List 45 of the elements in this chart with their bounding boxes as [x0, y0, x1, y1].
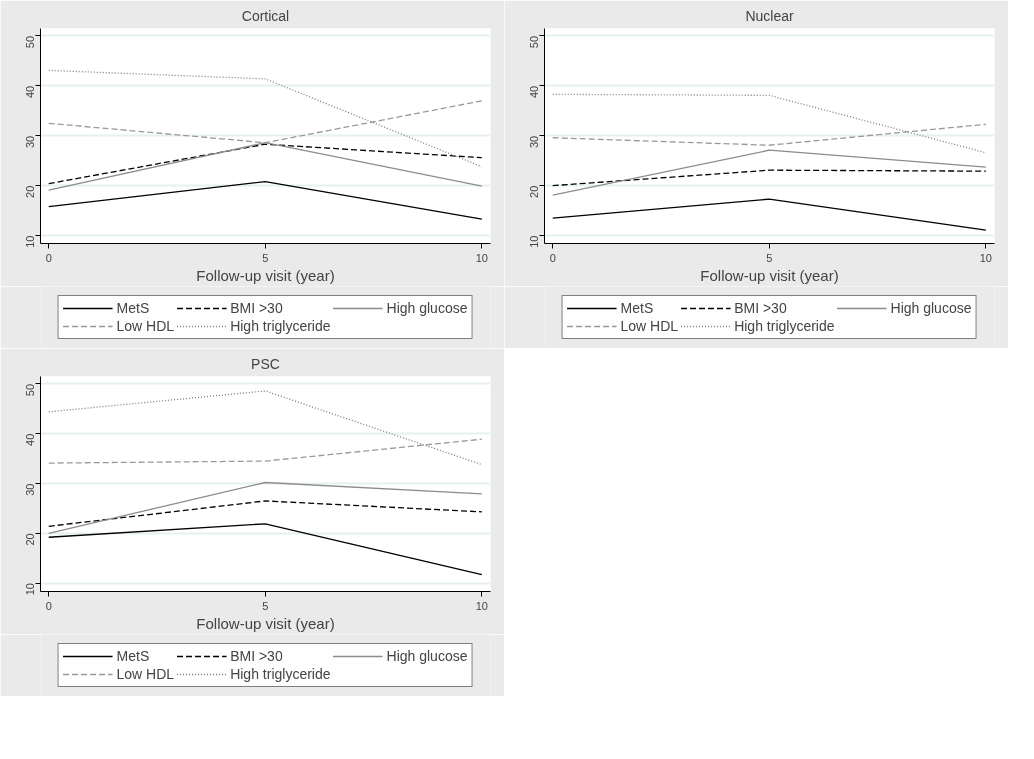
legend-label: MetS	[116, 648, 150, 664]
legend-label: High glucose	[386, 648, 468, 664]
x-axis-title: Follow-up visit (year)	[196, 614, 335, 632]
legend-label: BMI >30	[230, 300, 283, 316]
x-tick-label: 5	[766, 251, 773, 264]
chart-title: Cortical	[241, 7, 290, 24]
y-tick-label: 10	[24, 583, 37, 596]
y-tick-label: 30	[24, 135, 37, 148]
x-tick-label: 10	[475, 251, 488, 264]
x-tick-label: 5	[262, 599, 269, 612]
legend-label: High triglyceride	[230, 318, 331, 334]
y-tick-label: 40	[24, 433, 37, 446]
x-tick-label: 0	[45, 251, 52, 264]
legend-label: Low HDL	[116, 666, 175, 682]
legend-label: BMI >30	[230, 648, 283, 664]
chart-title: Nuclear	[745, 7, 794, 24]
legend-label: Low HDL	[620, 318, 679, 334]
x-axis-title: Follow-up visit (year)	[196, 266, 335, 284]
legend-label: High glucose	[386, 300, 468, 316]
legend-label: BMI >30	[734, 300, 787, 316]
x-tick-label: 0	[549, 251, 556, 264]
legend-label: High triglyceride	[230, 666, 331, 682]
y-tick-label: 30	[528, 135, 541, 148]
x-axis-title: Follow-up visit (year)	[700, 266, 839, 284]
y-tick-label: 10	[528, 235, 541, 248]
y-tick-label: 20	[24, 185, 37, 198]
legend-label: MetS	[620, 300, 654, 316]
legend-label: High triglyceride	[734, 318, 835, 334]
y-tick-label: 50	[24, 35, 37, 49]
y-tick-label: 20	[24, 533, 37, 546]
chart-title: PSC	[251, 355, 280, 372]
legend-label: Low HDL	[116, 318, 175, 334]
legend-label: MetS	[116, 300, 150, 316]
y-tick-label: 50	[24, 383, 37, 397]
x-tick-label: 0	[45, 599, 52, 612]
y-tick-label: 40	[528, 85, 541, 99]
y-tick-label: 30	[24, 483, 37, 496]
x-tick-label: 10	[475, 599, 488, 612]
y-tick-label: 10	[24, 235, 37, 248]
legend-label: High glucose	[890, 300, 972, 316]
y-tick-label: 50	[528, 35, 541, 49]
y-tick-label: 40	[24, 85, 37, 99]
x-tick-label: 5	[262, 251, 269, 264]
x-tick-label: 10	[979, 251, 992, 264]
y-tick-label: 20	[528, 185, 541, 198]
